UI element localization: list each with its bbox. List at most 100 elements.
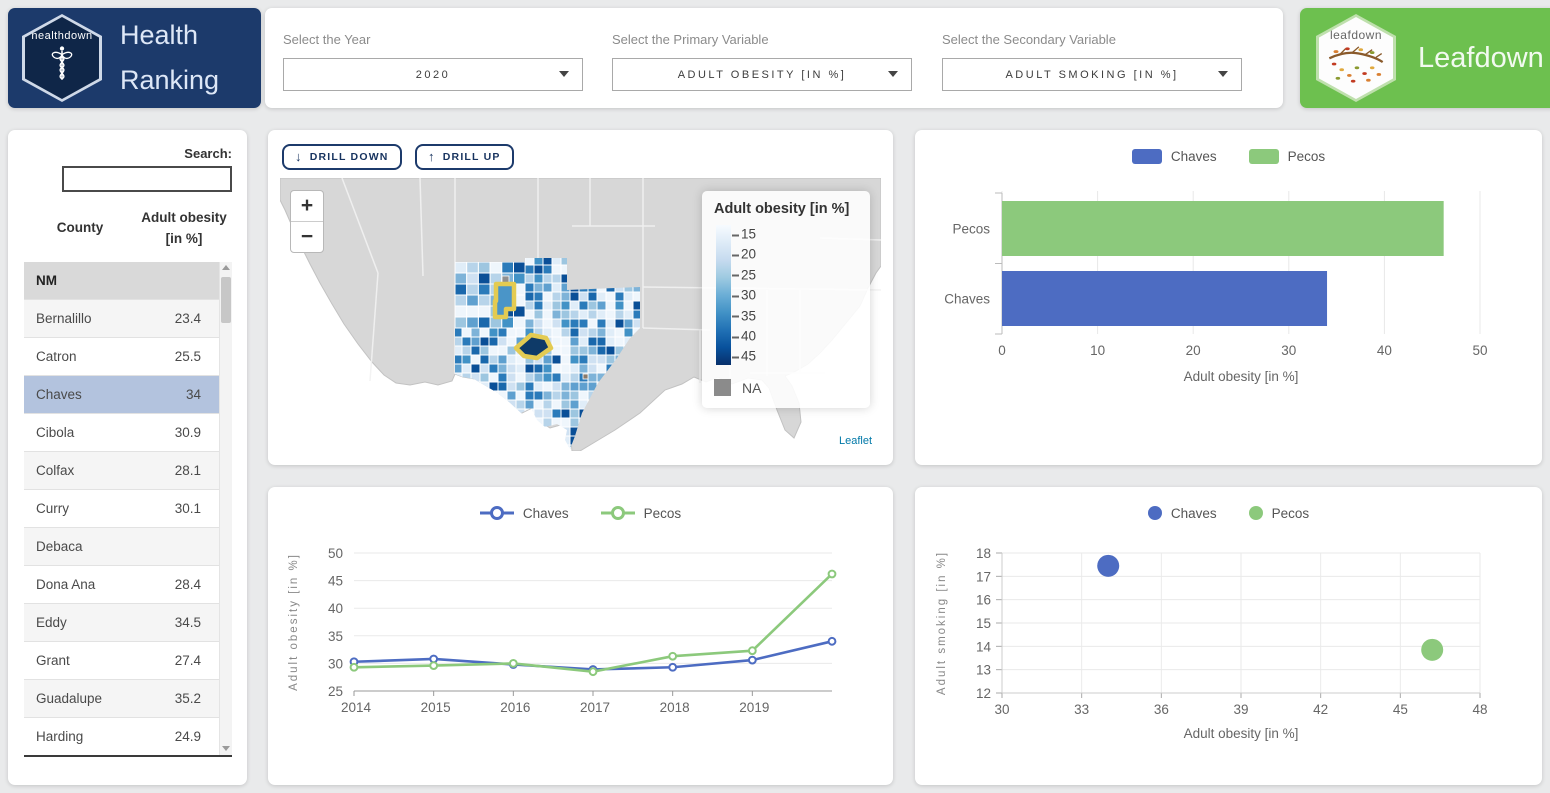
map-zoom-control: + − bbox=[290, 190, 324, 253]
table-row[interactable]: Guadalupe 35.2 bbox=[24, 678, 219, 717]
svg-text:36: 36 bbox=[1153, 702, 1168, 717]
arrow-up-icon: ↑ bbox=[428, 149, 436, 164]
table-row[interactable]: Cibola 30.9 bbox=[24, 412, 219, 451]
table-group-row[interactable]: NM bbox=[24, 261, 219, 299]
table-row[interactable]: Harding 24.9 bbox=[24, 716, 219, 755]
county-value: 24.9 bbox=[174, 728, 201, 744]
legend-na-swatch bbox=[714, 379, 731, 396]
county-value: 35.2 bbox=[174, 690, 201, 706]
table-row[interactable]: Chaves 34 bbox=[24, 374, 219, 413]
legend-item-pecos[interactable]: Pecos bbox=[600, 505, 682, 521]
table-row[interactable]: Colfax 28.1 bbox=[24, 450, 219, 489]
drill-up-button[interactable]: ↑ DRILL UP bbox=[415, 144, 514, 170]
county-value: 30.9 bbox=[174, 424, 201, 440]
scatter-chart-legend: Chaves Pecos bbox=[915, 502, 1542, 524]
svg-text:2018: 2018 bbox=[659, 700, 689, 715]
county-name: Colfax bbox=[36, 462, 75, 478]
county-name: Harding bbox=[36, 728, 84, 744]
scrollbar-up-arrow[interactable] bbox=[220, 262, 232, 274]
chevron-down-icon bbox=[559, 71, 569, 77]
legend-color-gradient bbox=[716, 225, 731, 365]
healthdown-hex-label: healthdown bbox=[31, 29, 93, 42]
svg-text:17: 17 bbox=[975, 569, 990, 584]
table-row[interactable]: Eddy 34.5 bbox=[24, 602, 219, 641]
svg-text:12: 12 bbox=[975, 686, 990, 701]
table-scroll-area: NM Bernalillo 23.4 Catron 25.5 Chaves 34… bbox=[24, 261, 232, 757]
table-row[interactable]: Dona Ana 28.4 bbox=[24, 564, 219, 603]
county-name: Curry bbox=[36, 500, 69, 516]
svg-text:39: 39 bbox=[1233, 702, 1248, 717]
drill-down-button[interactable]: ↓ DRILL DOWN bbox=[282, 144, 402, 170]
year-select[interactable]: 2020 bbox=[283, 58, 583, 91]
svg-text:30: 30 bbox=[1281, 343, 1296, 358]
county-value: 28.1 bbox=[174, 462, 201, 478]
healthdown-hex-badge: healthdown bbox=[22, 14, 102, 102]
legend-item-chaves[interactable]: Chaves bbox=[1147, 505, 1217, 521]
primary-variable-select[interactable]: ADULT OBESITY [IN %] bbox=[612, 58, 912, 91]
legend-item-pecos[interactable]: Pecos bbox=[1248, 148, 1326, 164]
table-row[interactable]: Bernalillo 23.4 bbox=[24, 298, 219, 337]
legend-tick-label: 15 bbox=[731, 226, 757, 242]
legend-na-label: NA bbox=[742, 379, 762, 396]
leafdown-title: Leafdown bbox=[1418, 41, 1544, 74]
svg-text:18: 18 bbox=[975, 546, 990, 561]
bar-chart-panel: Chaves Pecos Pecos Chaves 0 10 20 30 40 50 Adult … bbox=[915, 130, 1542, 465]
svg-text:Adult obesity [in %]: Adult obesity [in %] bbox=[1183, 369, 1298, 384]
secondary-variable-control: Select the Secondary Variable ADULT SMOK… bbox=[942, 32, 1242, 91]
chevron-down-icon bbox=[888, 71, 898, 77]
primary-variable-label: Select the Primary Variable bbox=[612, 32, 769, 47]
table-row[interactable]: Curry 30.1 bbox=[24, 488, 219, 527]
svg-text:15: 15 bbox=[975, 616, 990, 631]
county-value: 27.4 bbox=[174, 652, 201, 668]
scrollbar-down-arrow[interactable] bbox=[220, 743, 232, 755]
line-chart-legend: Chaves Pecos bbox=[268, 502, 893, 524]
table-row[interactable]: Grant 27.4 bbox=[24, 640, 219, 679]
county-name: Guadalupe bbox=[36, 690, 103, 706]
legend-label: Pecos bbox=[1287, 148, 1326, 164]
legend-label: Chaves bbox=[1170, 505, 1217, 521]
svg-text:2016: 2016 bbox=[500, 700, 530, 715]
county-name: Dona Ana bbox=[36, 576, 96, 592]
county-name: Bernalillo bbox=[36, 310, 92, 326]
leafdown-logo: leafdown bbox=[1300, 8, 1550, 108]
column-header-adult-obesity[interactable]: Adult obesity [in %] bbox=[141, 210, 227, 246]
bar-chart: Pecos Chaves 0 10 20 30 40 50 Adult obesity [in … bbox=[915, 173, 1542, 423]
table-row[interactable]: Debaca bbox=[24, 526, 219, 565]
county-name: Catron bbox=[36, 348, 77, 364]
svg-text:50: 50 bbox=[327, 546, 342, 561]
legend-label: Pecos bbox=[643, 505, 682, 521]
svg-text:45: 45 bbox=[327, 574, 342, 589]
year-select-label: Select the Year bbox=[283, 32, 371, 47]
county-name: Eddy bbox=[36, 614, 67, 630]
map-legend: Adult obesity [in %] 15 20 25 30 35 40 45 NA bbox=[702, 191, 870, 408]
zoom-out-button[interactable]: − bbox=[291, 221, 323, 252]
scrollbar-thumb[interactable] bbox=[221, 276, 231, 323]
chevron-down-icon bbox=[1218, 71, 1228, 77]
table-row[interactable]: Catron 25.5 bbox=[24, 336, 219, 375]
leafdown-hex-badge: leafdown bbox=[1316, 14, 1396, 102]
svg-text:30: 30 bbox=[994, 702, 1009, 717]
legend-tick-label: 20 bbox=[731, 246, 757, 262]
line-chart-panel: Chaves Pecos 25 30 35 40 45 50 2014 2015 2016 2017… bbox=[268, 487, 893, 785]
svg-text:40: 40 bbox=[327, 601, 342, 616]
svg-text:42: 42 bbox=[1313, 702, 1328, 717]
legend-label: Pecos bbox=[1271, 505, 1310, 521]
svg-text:45: 45 bbox=[1392, 702, 1407, 717]
arrow-down-icon: ↓ bbox=[295, 149, 303, 164]
svg-text:Adult obesity [in %]: Adult obesity [in %] bbox=[288, 553, 300, 691]
svg-text:16: 16 bbox=[975, 593, 990, 608]
zoom-in-button[interactable]: + bbox=[300, 194, 314, 217]
leaflet-attribution-link[interactable]: Leaflet bbox=[834, 434, 876, 448]
legend-item-chaves[interactable]: Chaves bbox=[479, 505, 569, 521]
leafdown-hex-label: leafdown bbox=[1329, 27, 1383, 42]
legend-label: Chaves bbox=[1170, 148, 1217, 164]
svg-text:20: 20 bbox=[1185, 343, 1200, 358]
secondary-variable-select[interactable]: ADULT SMOKING [IN %] bbox=[942, 58, 1242, 91]
svg-text:2017: 2017 bbox=[579, 700, 609, 715]
column-header-county[interactable]: County bbox=[56, 220, 104, 236]
search-input[interactable] bbox=[62, 166, 232, 192]
legend-item-pecos[interactable]: Pecos bbox=[1248, 505, 1310, 521]
table-scrollbar[interactable] bbox=[219, 261, 232, 755]
legend-item-chaves[interactable]: Chaves bbox=[1131, 148, 1217, 164]
choropleth-map[interactable]: + − Adult obesity [in %] 15 20 25 30 35 40 45 … bbox=[280, 178, 881, 451]
